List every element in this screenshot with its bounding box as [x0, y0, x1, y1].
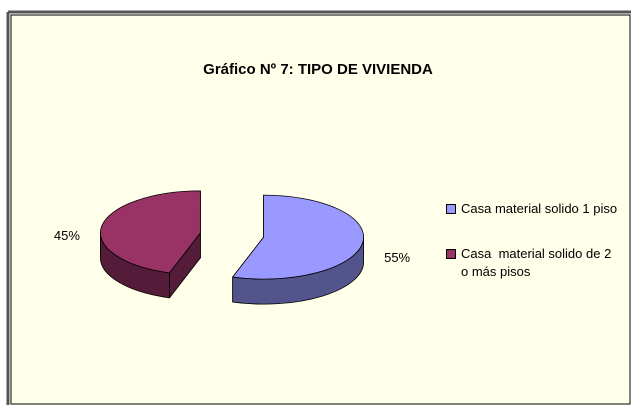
- legend-item: Casa material solido de 2 o más pisos: [446, 245, 621, 281]
- legend-label: Casa material solido de 2 o más pisos: [461, 246, 619, 279]
- chart-title: Gráfico Nº 7: TIPO DE VIVIENDA: [203, 61, 433, 78]
- slice: [100, 190, 201, 274]
- data-label: 55%: [384, 250, 410, 265]
- data-label: 45%: [54, 228, 80, 243]
- legend-swatch: [446, 204, 456, 214]
- legend-item: Casa material solido 1 piso: [446, 200, 621, 218]
- legend-swatch: [446, 249, 456, 259]
- legend-label: Casa material solido 1 piso: [461, 201, 618, 216]
- slice: [232, 194, 364, 280]
